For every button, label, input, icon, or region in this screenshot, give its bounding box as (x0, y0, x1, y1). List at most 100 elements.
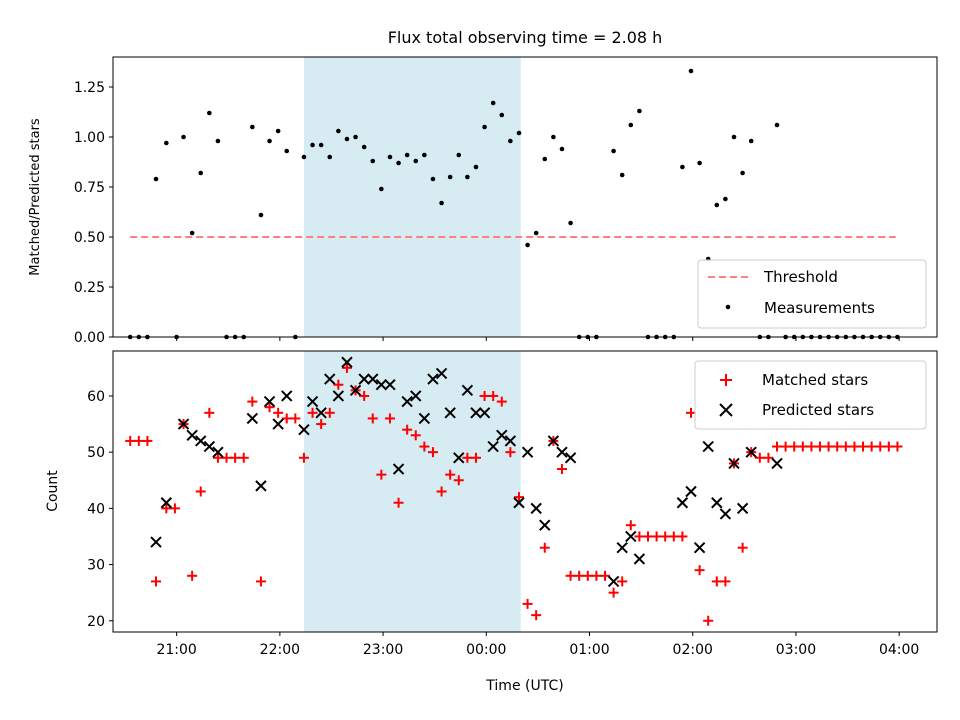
matched-star-point (703, 615, 714, 626)
measurement-point (456, 152, 462, 158)
top-y-tick-label: 0.25 (74, 280, 105, 296)
bottom-x-tick-label: 00:00 (466, 642, 506, 658)
matched-star-point (531, 610, 542, 621)
matched-star-point (591, 570, 602, 581)
measurement-point (258, 212, 264, 218)
measurement-point (344, 136, 350, 142)
matched-star-point (858, 441, 869, 452)
legend-measurements-swatch (725, 304, 731, 310)
predicted-star-point (521, 446, 534, 458)
predicted-star-point (384, 379, 396, 391)
matched-star-point (806, 441, 817, 452)
top-y-tick-label: 0.75 (74, 180, 105, 196)
matched-star-point (221, 452, 232, 463)
measurement-point (396, 160, 401, 166)
predicted-star-point (513, 497, 525, 509)
matched-star-point (832, 441, 843, 452)
matched-star-point (462, 452, 473, 463)
bottom-y-tick-label: 40 (87, 501, 105, 517)
legend-predicted-label: Predicted stars (762, 401, 874, 419)
matched-star-point (565, 570, 576, 581)
predicted-star-point (324, 373, 336, 385)
predicted-star-point (212, 446, 224, 458)
predicted-star-point (255, 480, 267, 492)
matched-star-point (823, 441, 834, 452)
predicted-star-point (435, 367, 448, 380)
matched-star-point (789, 441, 800, 452)
measurement-point (447, 174, 453, 180)
matched-stars-series (125, 362, 903, 626)
measurement-point (499, 112, 505, 118)
predicted-star-point (461, 384, 474, 397)
top-legend: Threshold Measurements (697, 259, 927, 329)
predicted-star-point (711, 497, 723, 509)
measurement-point (181, 134, 186, 140)
predicted-star-point (556, 446, 568, 458)
top-y-tick-label: 1.25 (74, 80, 105, 96)
measurement-point (215, 138, 221, 144)
matched-star-point (892, 441, 903, 452)
top-title: Flux total observing time = 2.08 h (388, 28, 663, 47)
matched-star-point (142, 435, 153, 446)
predicted-star-point (616, 541, 628, 554)
top-axes-frame (112, 56, 938, 338)
top-panel: 0.00 0.25 0.50 0.75 1.00 1.25 Flux total obse… (28, 28, 938, 346)
matched-star-point (367, 413, 378, 424)
bottom-legend-box (694, 360, 927, 430)
matched-star-point (281, 413, 292, 424)
measurement-point (275, 128, 281, 134)
predicted-star-point (478, 407, 491, 419)
predicted-star-point (177, 418, 190, 430)
matched-star-point (204, 407, 215, 418)
predicted-star-point (272, 418, 284, 430)
matched-star-point (582, 570, 593, 581)
top-x-ticks (176, 337, 900, 341)
matched-star-point (333, 379, 344, 390)
bottom-x-tick-label: 01:00 (569, 642, 609, 658)
bottom-x-tick-label: 02:00 (673, 642, 713, 658)
matched-star-point (384, 413, 395, 424)
predicted-star-point (375, 379, 388, 391)
top-y-tick-label: 0.00 (74, 330, 105, 346)
measurement-point (153, 176, 159, 182)
measurement-point (559, 146, 565, 152)
predicted-star-point (685, 485, 697, 498)
measurement-point (533, 230, 539, 236)
measurement-point (473, 164, 479, 170)
predicted-star-point (281, 390, 293, 402)
legend-matched-label: Matched stars (762, 371, 868, 389)
measurement-point (370, 158, 376, 164)
top-y-tick-label: 1.00 (74, 130, 105, 146)
measurement-point (740, 170, 745, 176)
top-y-label: Matched/Predicted stars (28, 118, 43, 276)
predicted-star-point (470, 407, 482, 419)
measurement-point (413, 158, 419, 164)
predicted-star-point (736, 502, 749, 515)
predicted-star-point (607, 575, 620, 588)
measurement-point (327, 154, 333, 160)
top-y-axis: 0.00 0.25 0.50 0.75 1.00 1.25 (74, 80, 113, 346)
measurement-point (628, 122, 634, 128)
measurement-point (379, 186, 384, 192)
measurement-point (404, 152, 410, 158)
matched-star-point (849, 441, 860, 452)
measurement-point (697, 160, 702, 166)
predicted-star-point (676, 497, 689, 509)
measurement-point (318, 142, 324, 148)
matched-star-point (436, 486, 447, 497)
measurement-point (301, 154, 307, 160)
matched-star-point (402, 424, 413, 435)
predicted-star-point (367, 373, 379, 385)
matched-star-point (754, 452, 765, 463)
measurement-point (723, 196, 728, 202)
matched-star-point (151, 576, 162, 587)
predicted-star-point (745, 446, 757, 458)
measurement-point (164, 140, 169, 146)
predicted-star-point (341, 356, 353, 368)
matched-star-point (694, 565, 705, 576)
matched-star-point (410, 430, 421, 441)
measurement-point (439, 200, 444, 206)
legend-matched-swatch (720, 374, 732, 386)
predicted-star-point (418, 412, 431, 425)
